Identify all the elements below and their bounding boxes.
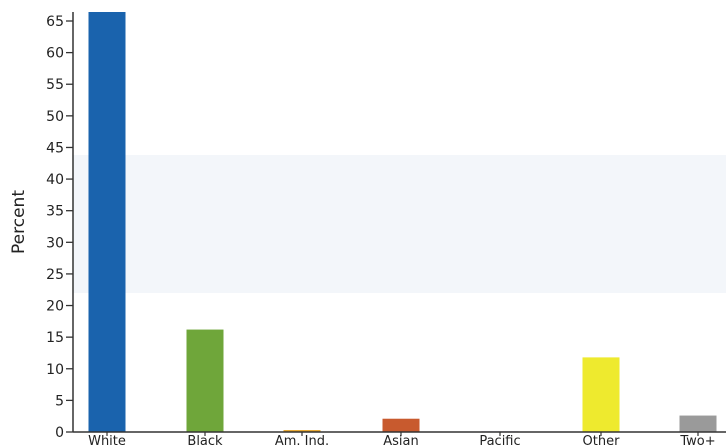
bar-am-ind [283, 430, 321, 432]
y-tick-label: 40 [46, 172, 64, 188]
bar-black [186, 329, 224, 432]
y-tick-label: 55 [46, 77, 64, 93]
bar-white [88, 12, 126, 432]
x-tick-label: Two+ [679, 434, 715, 446]
y-axis-label: Percent [9, 190, 29, 254]
x-tick-label: Black [187, 434, 223, 446]
plot-shade [73, 155, 726, 293]
x-tick-label: Asian [383, 434, 418, 446]
y-tick-label: 0 [55, 425, 64, 441]
y-tick-label: 5 [55, 393, 64, 409]
y-tick-label: 15 [46, 330, 64, 346]
bar-other [582, 357, 620, 432]
x-tick-label: Other [583, 434, 621, 446]
x-tick-label: White [88, 434, 126, 446]
bar-two [679, 415, 717, 432]
y-tick-label: 10 [46, 362, 64, 378]
y-tick-label: 30 [46, 235, 64, 251]
bars-group [88, 12, 717, 432]
y-axis: 0 5 10 15 20 25 30 35 40 45 50 55 60 65 [46, 12, 74, 441]
y-tick-label: 25 [46, 267, 64, 283]
y-tick-label: 35 [46, 204, 64, 220]
y-tick-label: 50 [46, 109, 64, 125]
y-tick-label: 20 [46, 299, 64, 315]
y-tick-label: 45 [46, 140, 64, 156]
x-tick-label: Pacific [479, 434, 520, 446]
x-tick-label: Am. Ind. [275, 434, 329, 446]
y-tick-label: 65 [46, 14, 64, 30]
y-tick-label: 60 [46, 46, 64, 62]
bar-asian [382, 418, 420, 432]
x-axis: White Black Am. Ind. Asian Pacific Other Two+ [73, 431, 726, 446]
